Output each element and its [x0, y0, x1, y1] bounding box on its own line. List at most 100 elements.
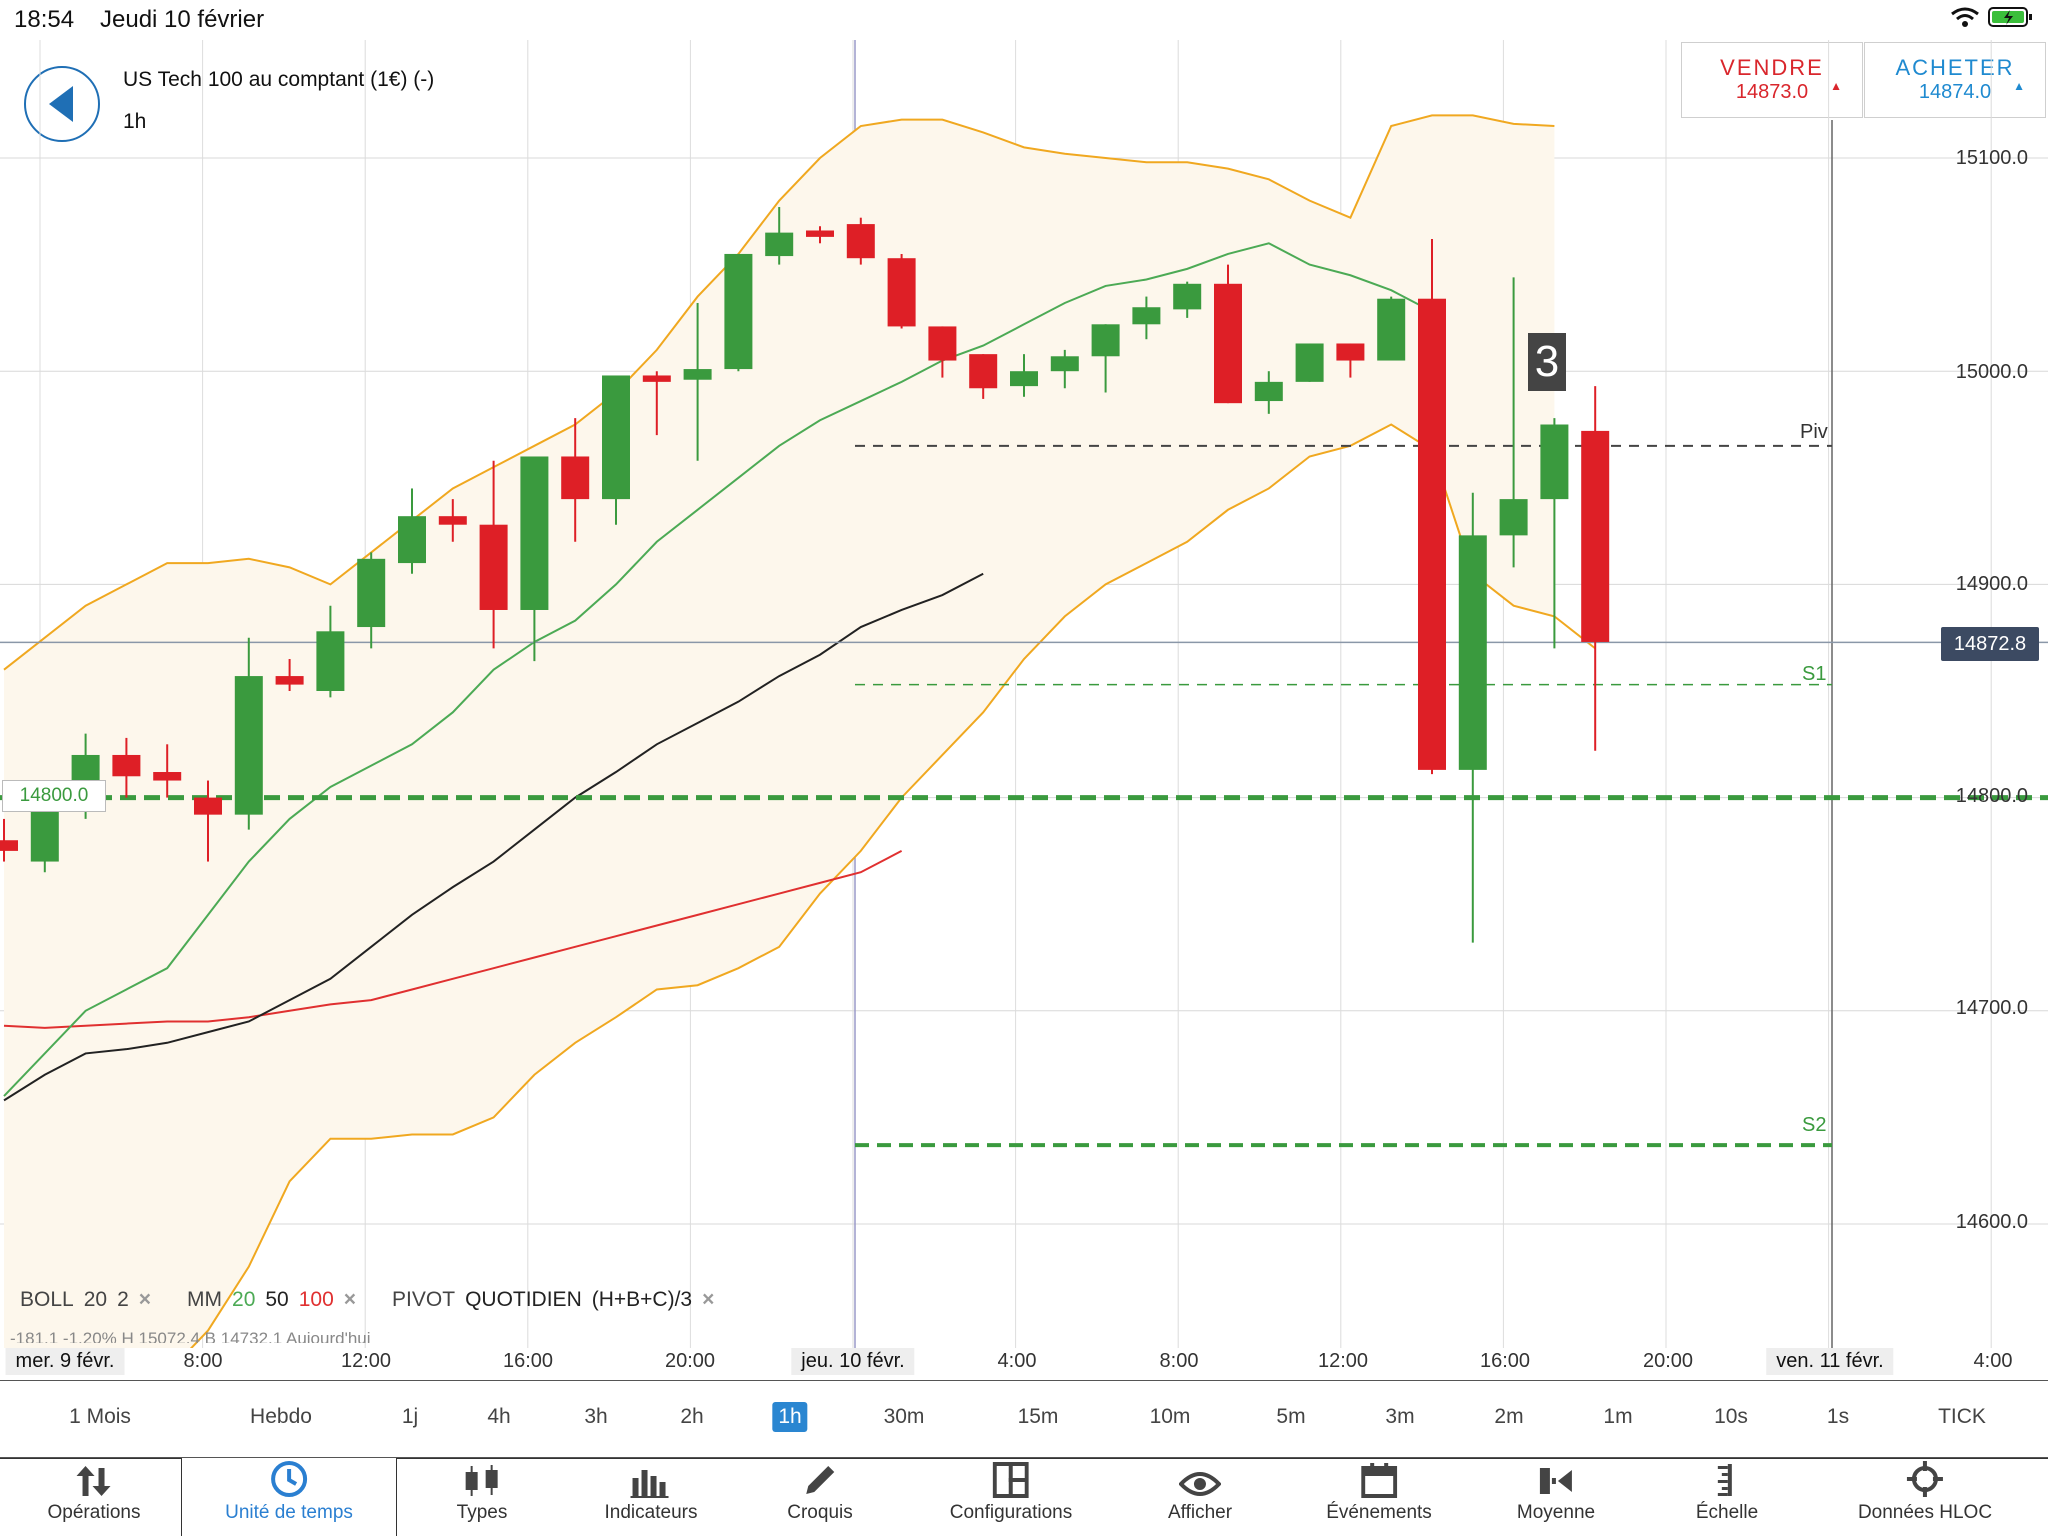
tool-label: Moyenne — [1516, 1502, 1596, 1523]
remove-mm-icon[interactable]: × — [343, 1288, 357, 1311]
tf-1m[interactable]: 1m — [1603, 1405, 1633, 1428]
candle-body — [275, 676, 304, 685]
candle-body — [928, 326, 957, 361]
y-tick-label: 14600.0 — [1955, 1211, 2028, 1233]
tool-average[interactable]: Moyenne — [1517, 1458, 1595, 1536]
event-badge[interactable]: 3 — [1528, 333, 1566, 391]
remove-boll-icon[interactable]: × — [138, 1288, 152, 1311]
buy-arrow-icon: ▲ — [2013, 79, 2025, 93]
remove-pivot-icon[interactable]: × — [702, 1288, 715, 1311]
candle-body — [1010, 371, 1038, 387]
tf-1j[interactable]: 1j — [401, 1405, 419, 1428]
tool-label: Types — [456, 1502, 508, 1523]
candle-body — [1050, 356, 1079, 372]
tf-2h[interactable]: 2h — [680, 1405, 704, 1428]
current-price-tag: 14872.8 — [1941, 627, 2039, 661]
tf-3h[interactable]: 3h — [584, 1405, 608, 1428]
tool-types[interactable]: Types — [456, 1458, 508, 1536]
tf-3m[interactable]: 3m — [1385, 1405, 1415, 1428]
legend-pivot-formula: (H+B+C)/3 — [591, 1288, 693, 1311]
x-tick-label: 20:00 — [1642, 1350, 1694, 1372]
tool-label: Événements — [1326, 1502, 1432, 1523]
battery-icon — [1988, 7, 2032, 27]
tf-1h[interactable]: 1h — [772, 1402, 808, 1432]
tool-scale[interactable]: Échelle — [1696, 1458, 1758, 1536]
tf-4h[interactable]: 4h — [487, 1405, 511, 1428]
tf-30m[interactable]: 30m — [883, 1405, 925, 1428]
candle-body — [357, 558, 386, 628]
x-date-label: jeu. 10 févr. — [791, 1348, 915, 1375]
timeframe-label: 1h — [123, 110, 147, 133]
tool-hloc-data[interactable]: Données HLOC — [1858, 1458, 1992, 1536]
candle-body — [398, 516, 426, 564]
back-button[interactable] — [24, 66, 100, 142]
legend-boll[interactable]: BOLL — [20, 1288, 74, 1311]
sell-arrow-icon: ▲ — [1830, 79, 1842, 93]
price-chart[interactable] — [0, 40, 2048, 1348]
x-tick-label: 8:00 — [183, 1350, 223, 1372]
candles-icon — [465, 1465, 498, 1496]
y-tick-label: 14700.0 — [1955, 997, 2028, 1019]
candle-body — [602, 375, 630, 500]
tool-sketch[interactable]: Croquis — [787, 1458, 853, 1536]
candle-body — [1214, 283, 1242, 404]
tool-display[interactable]: Afficher — [1168, 1458, 1232, 1536]
ma20-line — [3, 242, 1433, 1097]
x-date-label: mer. 9 févr. — [5, 1348, 125, 1375]
tf-10s[interactable]: 10s — [1714, 1405, 1748, 1428]
legend-mm-100: 100 — [298, 1288, 334, 1311]
candle-body — [30, 808, 59, 862]
tool-indicators[interactable]: Indicateurs — [605, 1458, 697, 1536]
legend-pivot[interactable]: PIVOT — [392, 1288, 456, 1311]
sell-label: VENDRE — [1720, 55, 1824, 80]
tf-2m[interactable]: 2m — [1494, 1405, 1524, 1428]
buy-button[interactable]: ACHETER 14874.0 ▲ — [1864, 42, 2046, 118]
sell-price: 14873.0 — [1735, 81, 1809, 103]
candle-body — [112, 754, 141, 777]
legend-mm-50: 50 — [265, 1288, 289, 1311]
bollinger-upper-line — [3, 114, 1555, 671]
price-level-tag[interactable]: 14800.0 — [2, 780, 106, 812]
x-tick-label: 16:00 — [502, 1350, 554, 1372]
candle-body — [846, 224, 875, 259]
tool-timeframe[interactable]: Unité de temps — [225, 1458, 353, 1536]
candle-body — [1499, 499, 1528, 536]
tool-operations[interactable]: Opérations — [48, 1458, 140, 1536]
candle-body — [969, 354, 998, 389]
tf-tick[interactable]: TICK — [1938, 1405, 1986, 1428]
tf-5m[interactable]: 5m — [1276, 1405, 1306, 1428]
candle-body — [234, 676, 263, 815]
tf-hebdo[interactable]: Hebdo — [250, 1405, 312, 1428]
s2-label: S2 — [1802, 1114, 1827, 1136]
candle-body — [520, 456, 549, 610]
candle-body — [153, 772, 182, 781]
sell-button[interactable]: VENDRE 14873.0 ▲ — [1681, 42, 1863, 118]
status-time: 18:54 — [14, 6, 75, 33]
bar-chart-icon — [630, 1470, 669, 1498]
candle-body — [0, 840, 18, 851]
candle-body — [1254, 381, 1283, 402]
tf-1s[interactable]: 1s — [1826, 1405, 1850, 1428]
tf-1-mois[interactable]: 1 Mois — [69, 1405, 131, 1428]
candle-body — [194, 797, 222, 815]
tool-label: Croquis — [787, 1502, 853, 1523]
toolbar-divider — [181, 1458, 182, 1536]
y-tick-label: 14900.0 — [1955, 573, 2028, 595]
candle-body — [316, 631, 345, 691]
status-icons — [1950, 6, 2034, 28]
toolbar-divider — [0, 1458, 181, 1459]
tool-label: Données HLOC — [1857, 1502, 1993, 1523]
legend-mm[interactable]: MM — [187, 1288, 223, 1311]
tool-configurations[interactable]: Configurations — [950, 1458, 1072, 1536]
crosshair-icon — [1907, 1461, 1943, 1497]
status-date: Jeudi 10 février — [100, 6, 265, 33]
ruler-icon — [1717, 1464, 1732, 1496]
tf-15m[interactable]: 15m — [1017, 1405, 1059, 1428]
y-tick-label: 15100.0 — [1955, 147, 2028, 169]
candle-body — [1336, 343, 1365, 361]
tf-10m[interactable]: 10m — [1149, 1405, 1191, 1428]
x-tick-label: 8:00 — [1159, 1350, 1199, 1372]
calendar-icon — [1361, 1463, 1397, 1498]
tool-events[interactable]: Événements — [1326, 1458, 1432, 1536]
candle-body — [1173, 283, 1202, 310]
